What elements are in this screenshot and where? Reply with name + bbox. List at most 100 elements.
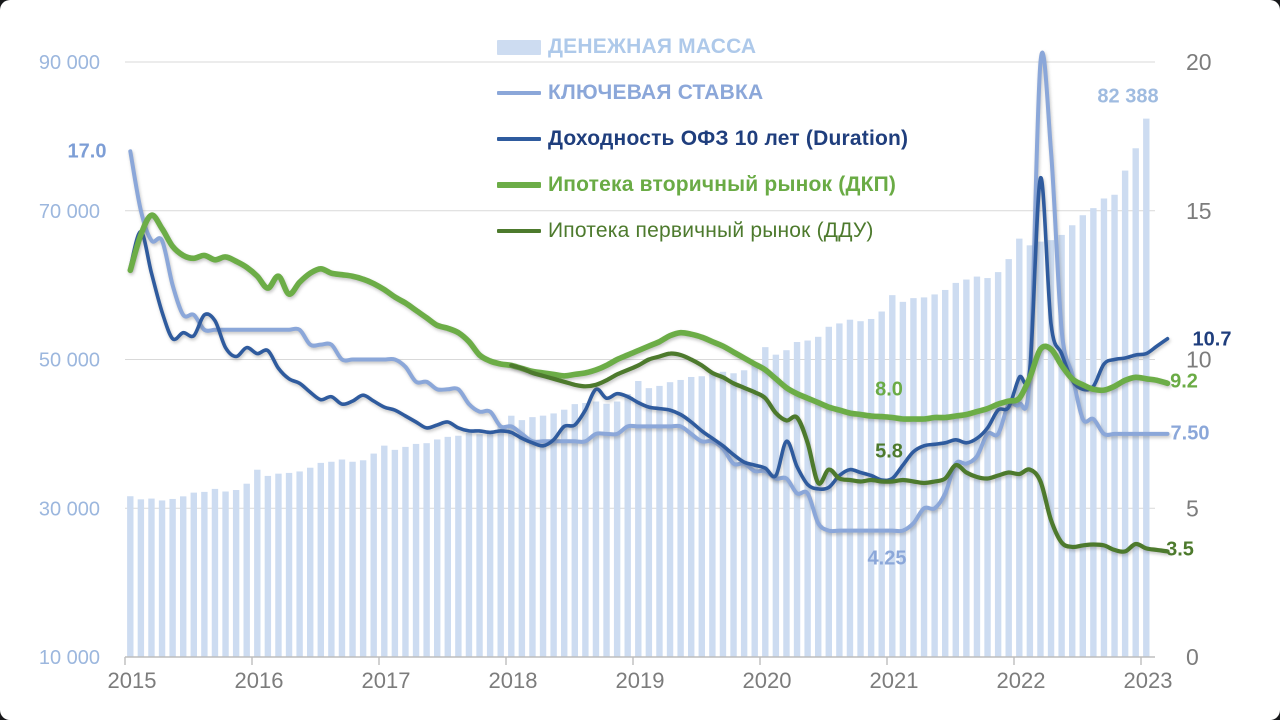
money-supply-bar	[1132, 148, 1139, 657]
money-supply-bar	[624, 394, 631, 657]
x-axis-year-label: 2016	[235, 668, 284, 693]
y-axis-right-label: 10	[1186, 347, 1212, 373]
money-supply-bar	[137, 499, 145, 657]
annotation-key-rate-last: 7.50	[1170, 422, 1210, 445]
money-supply-bar	[222, 491, 229, 657]
money-supply-bar	[793, 342, 801, 657]
money-supply-bar	[688, 376, 695, 657]
money-supply-bar	[1069, 225, 1076, 658]
money-supply-bar	[1111, 194, 1118, 657]
annotation-key-rate-start: 17.0	[67, 140, 107, 163]
legend-label: КЛЮЧЕВАЯ СТАВКА	[548, 81, 764, 104]
legend-label: Ипотека первичный рынок (ДДУ)	[548, 219, 874, 242]
money-supply-bar	[994, 272, 1002, 657]
money-supply-bar	[539, 415, 547, 657]
legend-line-swatch	[497, 229, 541, 233]
money-supply-bar	[740, 370, 748, 657]
money-supply-bar	[307, 467, 314, 657]
money-supply-bar	[719, 371, 727, 657]
money-supply-bar	[391, 449, 399, 657]
money-supply-bar	[592, 401, 600, 657]
annotation-mortgage-secondary-flat: 8.0	[875, 378, 903, 401]
legend-item-2: Доходность ОФЗ 10 лет (Duration)	[497, 116, 908, 162]
money-supply-bar	[497, 426, 504, 657]
money-supply-bar	[1090, 208, 1097, 657]
annotation-ofz-last: 10.7	[1192, 328, 1232, 351]
money-supply-bar	[857, 321, 864, 657]
money-supply-bar	[243, 483, 250, 657]
money-supply-bar	[772, 354, 780, 657]
money-supply-bar	[180, 496, 187, 657]
money-supply-bar	[349, 461, 356, 657]
y-axis-right-label: 20	[1186, 49, 1212, 75]
money-supply-bar	[878, 311, 885, 657]
x-axis-year-label: 2019	[616, 668, 665, 693]
money-supply-bar	[1143, 118, 1150, 657]
money-supply-bar	[370, 453, 377, 657]
annotation-mortgage-secondary-last: 9.2	[1170, 370, 1198, 393]
money-supply-bar	[486, 432, 494, 657]
money-supply-bar	[402, 446, 409, 657]
annotation-mortgage-primary-last: 3.5	[1166, 538, 1194, 561]
money-supply-bar	[338, 459, 346, 657]
money-supply-bar	[942, 289, 949, 657]
money-supply-bar	[1100, 198, 1108, 657]
money-supply-bar	[963, 279, 970, 657]
y-axis-left-label: 50 000	[39, 350, 100, 372]
money-supply-bar	[148, 498, 155, 657]
money-supply-bar	[1005, 259, 1012, 657]
annotation-mortgage-primary-flat: 5.8	[875, 440, 903, 463]
money-supply-bar	[190, 492, 197, 657]
annotation-key-rate-low: 4.25	[867, 547, 907, 570]
money-supply-bar	[508, 415, 515, 657]
money-supply-bar	[296, 471, 303, 657]
money-supply-bar	[275, 473, 282, 657]
money-supply-bar	[825, 326, 832, 657]
key-rate-line	[128, 50, 1170, 534]
money-supply-bar	[328, 461, 335, 657]
money-supply-bar	[455, 435, 462, 657]
x-axis-year-label: 2018	[489, 668, 538, 693]
money-supply-bar	[867, 318, 875, 657]
legend-line-swatch	[497, 137, 541, 141]
money-supply-bar	[412, 443, 420, 657]
x-axis-year-label: 2022	[997, 668, 1046, 693]
x-axis-year-label: 2015	[108, 668, 157, 693]
money-supply-bar	[550, 413, 557, 657]
money-supply-bar	[952, 282, 959, 657]
legend-line-swatch	[497, 182, 541, 188]
money-supply-bar	[264, 475, 272, 657]
money-supply-bar	[232, 490, 240, 657]
money-supply-bar	[444, 436, 451, 657]
money-supply-bar	[1121, 170, 1129, 657]
money-supply-bar	[317, 462, 324, 657]
y-axis-left-label: 10 000	[39, 647, 100, 669]
money-supply-bar	[973, 276, 981, 657]
money-supply-bar	[889, 295, 896, 657]
money-supply-bar	[476, 434, 483, 657]
money-supply-bar	[677, 379, 684, 657]
money-supply-bar	[709, 374, 716, 657]
y-axis-right-label: 0	[1186, 644, 1199, 670]
legend-item-0: ДЕНЕЖНАЯ МАССА	[497, 24, 908, 70]
money-supply-bar	[613, 401, 621, 657]
legend-bar-swatch	[497, 39, 541, 55]
money-supply-bar	[1058, 234, 1065, 657]
legend-label: Ипотека вторичный рынок (ДКП)	[548, 173, 897, 196]
money-supply-bar	[984, 278, 991, 657]
money-supply-bar	[529, 417, 536, 657]
money-supply-bar	[518, 420, 526, 657]
legend-item-3: Ипотека вторичный рынок (ДКП)	[497, 162, 908, 208]
money-supply-bar	[603, 403, 610, 657]
x-axis-year-label: 2021	[870, 668, 919, 693]
y-axis-left-label: 90 000	[39, 52, 100, 74]
money-supply-bar	[910, 298, 917, 657]
money-supply-bar	[211, 488, 219, 657]
money-supply-bar	[804, 340, 811, 657]
money-supply-bar	[423, 443, 430, 657]
money-supply-bar	[254, 469, 261, 657]
mortgage-secondary-line	[127, 212, 1171, 422]
money-supply-bar	[762, 347, 769, 657]
